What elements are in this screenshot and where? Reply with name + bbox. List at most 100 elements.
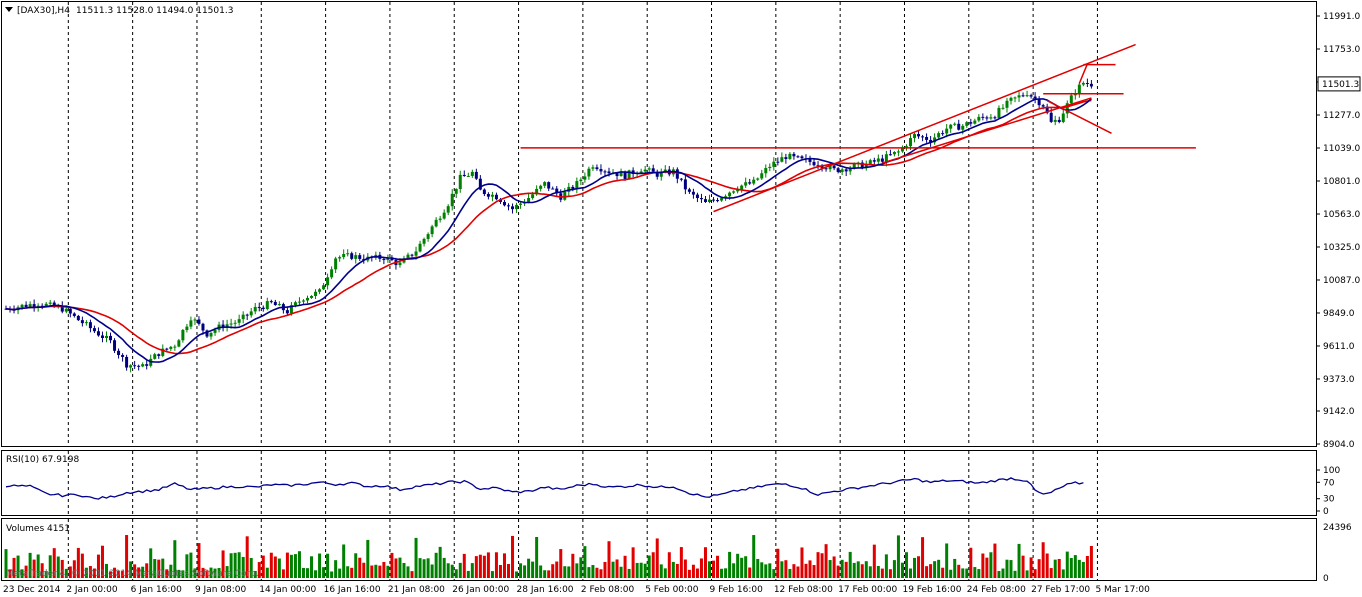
candle-body: [921, 136, 925, 138]
volume-bar: [945, 543, 949, 578]
candle-body: [772, 161, 776, 167]
volume-bar: [591, 565, 595, 578]
candle-body: [1053, 119, 1057, 122]
volume-bar: [161, 558, 165, 578]
volume-bar: [189, 552, 193, 578]
volume-bar: [502, 553, 506, 578]
volume-bar: [318, 553, 322, 578]
candle-body: [547, 182, 551, 189]
candle-body: [1065, 103, 1069, 114]
volume-bar: [482, 555, 486, 578]
x-tick-label: 5 Feb 00:00: [645, 585, 699, 595]
candle-body: [285, 310, 289, 314]
volume-bar: [808, 560, 812, 578]
volume-bar: [430, 564, 434, 578]
volume-bar: [422, 559, 426, 578]
candle-body: [454, 188, 458, 194]
drawn-trendlines[interactable]: [520, 43, 1196, 213]
volume-bar: [748, 567, 752, 578]
candle-body: [756, 178, 760, 180]
dropdown-triangle-icon[interactable]: [5, 7, 13, 12]
candle-body: [386, 257, 390, 260]
candle-body: [808, 158, 812, 162]
candle-body: [768, 166, 772, 169]
candle-body: [342, 254, 346, 258]
volume-bar: [792, 564, 796, 578]
x-tick-label: 9 Feb 16:00: [710, 585, 764, 595]
candle-body: [446, 206, 450, 213]
volume-bar: [623, 555, 627, 578]
volume-bar: [989, 552, 993, 578]
candle-body: [913, 134, 917, 139]
candle-body: [989, 117, 993, 119]
current-price-tag: 11501.3: [1317, 76, 1361, 92]
y-tick-label: 9373.0: [1323, 375, 1355, 385]
volume-bar: [44, 571, 48, 578]
candle-body: [398, 262, 402, 266]
rsi-tick-label: 70: [1323, 478, 1335, 488]
volume-bar: [334, 560, 338, 578]
volume-bar: [486, 552, 490, 578]
candle-body: [426, 234, 430, 239]
candle-body: [185, 326, 189, 331]
candle-body: [848, 168, 852, 172]
volume-bar: [888, 569, 892, 578]
volume-bar: [418, 558, 422, 578]
candle-body: [647, 168, 651, 170]
candle-body: [1061, 113, 1065, 123]
volume-tick-label: 0: [1323, 574, 1329, 584]
volume-bar: [350, 567, 354, 578]
volume-bar: [647, 555, 651, 578]
candle-body: [748, 182, 752, 184]
candle-body: [201, 323, 205, 331]
candle-body: [346, 253, 350, 255]
volume-bar: [28, 552, 32, 578]
volume-bar: [876, 565, 880, 578]
volume-bar: [555, 561, 559, 578]
volume-bar: [507, 564, 510, 578]
volume-bar: [756, 558, 760, 578]
candle-body: [535, 188, 539, 195]
volume-bar: [836, 565, 840, 578]
candle-body: [539, 185, 543, 189]
candle-body: [502, 201, 506, 206]
candle-body: [1049, 112, 1053, 122]
volume-bar: [667, 552, 671, 578]
volume-bar: [671, 561, 675, 578]
candle-body: [993, 117, 997, 119]
candle-body: [1085, 82, 1089, 84]
volume-bar: [257, 562, 261, 578]
volume-bar: [137, 567, 141, 578]
candle-body: [60, 305, 64, 312]
volume-bar: [708, 561, 711, 578]
volume-bar: [52, 548, 56, 578]
candle-body: [716, 200, 720, 202]
volume-bar: [788, 568, 792, 578]
volume-bar: [185, 554, 189, 578]
volume-bar: [917, 556, 921, 578]
volume-bar: [892, 560, 896, 578]
candle-body: [832, 165, 836, 169]
volume-bar: [804, 563, 808, 578]
candle-body: [703, 199, 707, 203]
volume-bar: [458, 562, 462, 578]
volume-bar: [1045, 553, 1049, 578]
volume-bar: [237, 552, 241, 578]
candle-body: [736, 189, 740, 192]
volume-bar: [720, 568, 724, 578]
volume-bar: [724, 568, 728, 578]
candlesticks: [4, 78, 1093, 373]
volume-bar: [732, 563, 736, 578]
volume-bar: [949, 569, 953, 578]
candle-body: [474, 171, 478, 179]
x-tick-label: 21 Jan 08:00: [388, 585, 445, 595]
volume-bar: [599, 569, 603, 578]
volume-bar: [40, 563, 44, 578]
candle-body: [949, 124, 953, 129]
candle-body: [197, 319, 201, 324]
volume-bar: [193, 568, 197, 578]
candle-body: [1021, 95, 1025, 97]
candle-body: [929, 139, 933, 143]
volume-bar: [205, 570, 209, 578]
volume-bar: [1089, 545, 1093, 578]
